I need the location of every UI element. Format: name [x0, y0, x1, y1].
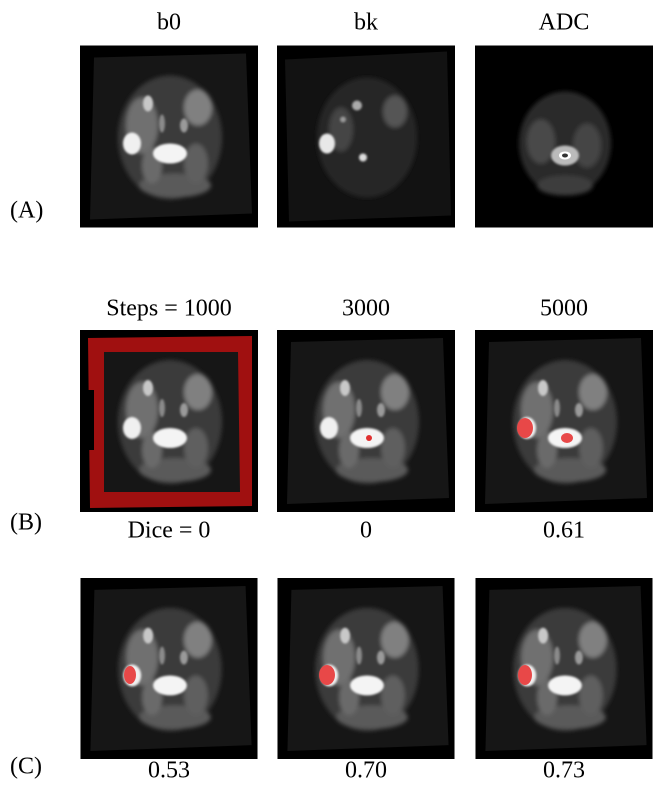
image-steps-1000: [80, 330, 258, 512]
column-header: 3000: [342, 296, 390, 322]
row-label: (A): [10, 198, 43, 224]
image-adc: [475, 46, 653, 228]
column-header: 5000: [540, 296, 588, 322]
column-header: ADC: [539, 10, 590, 36]
column-header: b0: [157, 10, 181, 36]
figure: b0 bk ADC (A) Steps = 1000 3000 5000 (B)…: [0, 0, 657, 785]
image-c1: [80, 578, 257, 759]
image-b0: [80, 46, 258, 228]
image-bk: [277, 46, 455, 228]
row-label: (C): [10, 754, 42, 780]
caption: 0.70: [345, 758, 387, 784]
caption: 0.73: [543, 758, 585, 784]
caption: 0.53: [148, 758, 190, 784]
caption: 0: [360, 518, 372, 544]
column-header: bk: [354, 10, 378, 36]
caption: 0.61: [543, 518, 585, 544]
image-c3: [475, 578, 652, 759]
image-steps-5000: [475, 330, 653, 512]
column-header: Steps = 1000: [106, 296, 232, 322]
caption: Dice = 0: [128, 518, 211, 544]
image-c2: [277, 578, 454, 759]
image-steps-3000: [277, 330, 455, 512]
row-label: (B): [10, 510, 42, 536]
